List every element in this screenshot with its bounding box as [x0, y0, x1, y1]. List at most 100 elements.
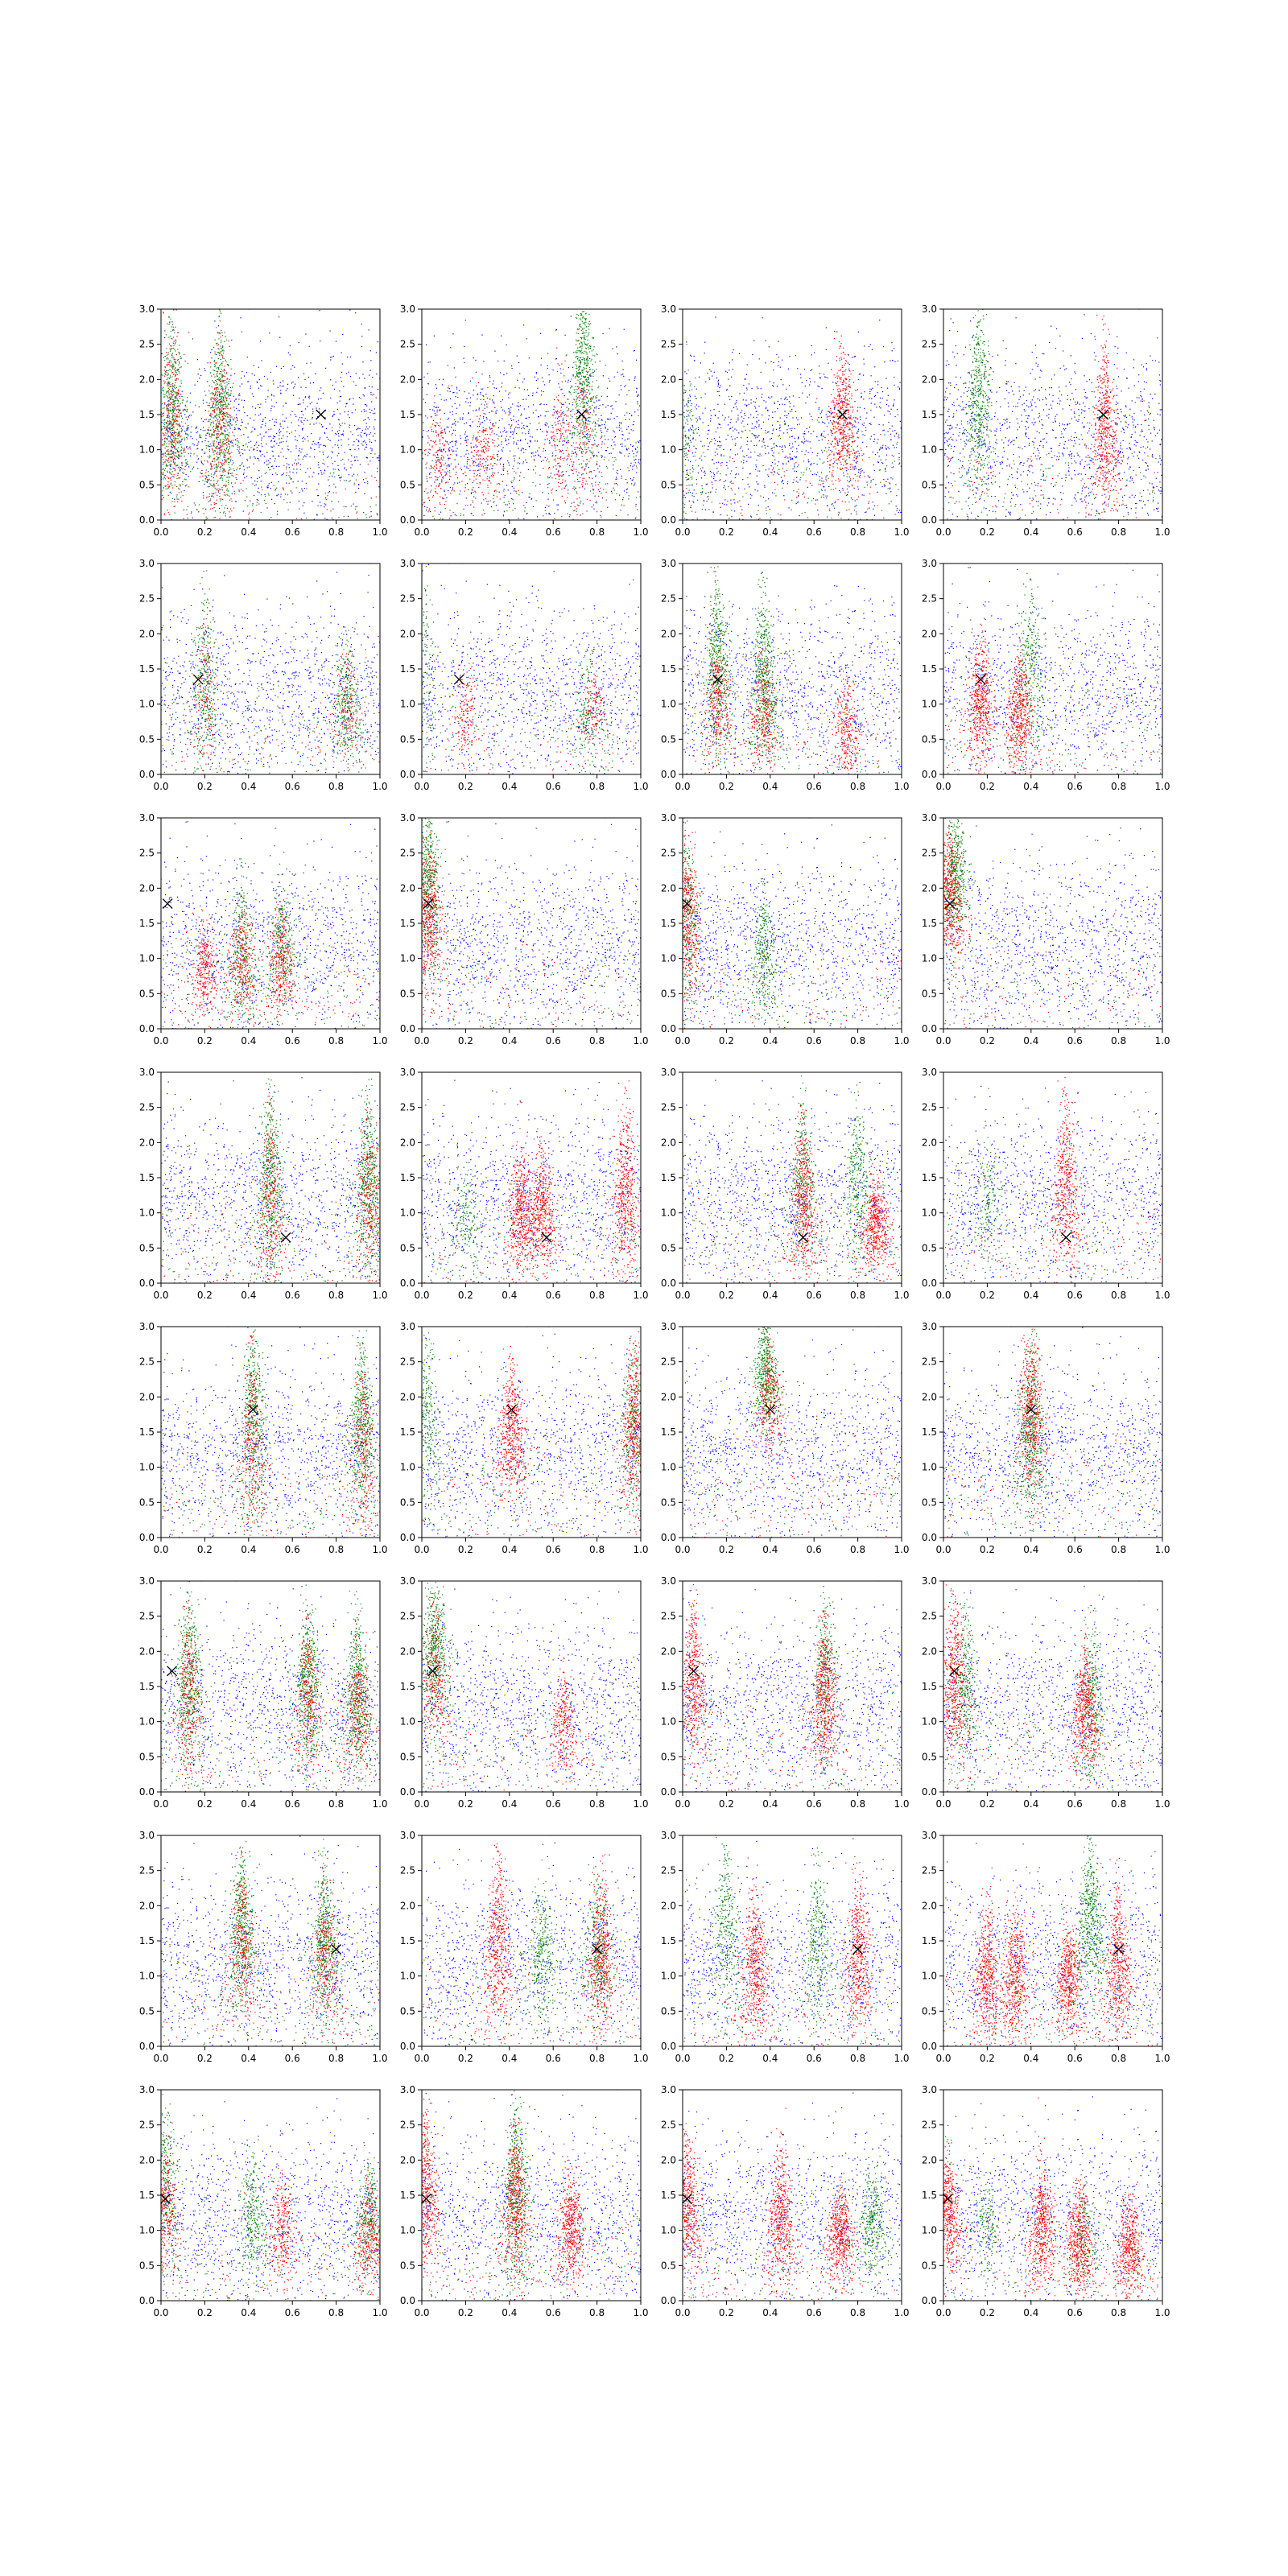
- scatter-point-red: [233, 491, 234, 492]
- scatter-point-red: [281, 438, 282, 439]
- scatter-point-green: [582, 321, 583, 322]
- scatter-point-green: [594, 346, 595, 347]
- scatter-point-green: [167, 460, 168, 461]
- scatter-point-green: [432, 516, 433, 517]
- scatter-point-blue: [191, 432, 192, 433]
- scatter-point-blue: [470, 443, 471, 444]
- scatter-point-red: [209, 434, 210, 435]
- scatter-point-green: [580, 363, 581, 364]
- y-tick-label: 0.5: [139, 479, 155, 490]
- scatter-point-green: [572, 432, 573, 433]
- scatter-point-blue: [364, 378, 365, 379]
- scatter-point-blue: [568, 380, 569, 381]
- scatter-point-green: [169, 454, 170, 455]
- scatter-point-green: [177, 429, 178, 430]
- scatter-point-blue: [186, 447, 187, 448]
- scatter-point-green: [181, 428, 182, 429]
- scatter-point-green: [238, 442, 239, 443]
- scatter-point-red: [166, 465, 167, 466]
- scatter-point-blue: [267, 485, 268, 486]
- scatter-point-green: [583, 333, 584, 334]
- scatter-point-green: [471, 458, 472, 459]
- scatter-point-red: [274, 485, 275, 486]
- scatter-point-red: [222, 465, 223, 466]
- scatter-point-red: [216, 476, 217, 477]
- scatter-point-green: [215, 420, 216, 421]
- scatter-point-red: [296, 464, 297, 465]
- scatter-point-green: [476, 452, 477, 453]
- scatter-point-green: [224, 439, 225, 440]
- scatter-point-green: [222, 453, 223, 454]
- scatter-point-green: [173, 412, 174, 413]
- scatter-point-blue: [530, 441, 531, 442]
- scatter-point-green: [585, 339, 586, 340]
- scatter-point-green: [577, 393, 578, 394]
- scatter-point-blue: [170, 492, 171, 493]
- scatter-point-blue: [374, 413, 375, 414]
- scatter-point-red: [174, 420, 175, 421]
- scatter-point-green: [169, 365, 170, 366]
- scatter-point-green: [376, 505, 377, 506]
- scatter-point-green: [589, 434, 590, 435]
- scatter-point-blue: [188, 416, 189, 417]
- scatter-point-green: [585, 297, 586, 298]
- scatter-point-red: [209, 496, 210, 497]
- scatter-point-blue: [367, 428, 368, 429]
- scatter-point-green: [514, 458, 515, 459]
- y-tick-label: 0.0: [139, 514, 155, 526]
- scatter-point-blue: [437, 479, 438, 480]
- scatter-point-green: [212, 392, 213, 393]
- scatter-point-blue: [507, 504, 508, 505]
- scatter-point-blue: [172, 476, 173, 477]
- scatter-point-blue: [327, 437, 328, 438]
- scatter-point-blue: [250, 441, 251, 442]
- scatter-point-green: [584, 324, 585, 325]
- scatter-point-red: [165, 486, 166, 487]
- scatter-point-green: [229, 453, 230, 454]
- scatter-point-blue: [361, 346, 362, 347]
- scatter-point-blue: [309, 396, 310, 397]
- scatter-point-green: [228, 480, 229, 481]
- scatter-point-green: [231, 440, 232, 441]
- scatter-point-red: [449, 470, 450, 471]
- scatter-point-blue: [214, 472, 215, 473]
- scatter-point-blue: [459, 390, 460, 391]
- scatter-point-blue: [366, 447, 367, 448]
- scatter-point-green: [584, 406, 585, 407]
- scatter-point-green: [592, 398, 593, 399]
- scatter-point-green: [209, 405, 210, 406]
- scatter-point-green: [586, 368, 587, 369]
- scatter-point-blue: [338, 447, 339, 448]
- scatter-point-red: [288, 475, 289, 476]
- scatter-point-blue: [485, 461, 486, 462]
- scatter-point-green: [570, 387, 571, 388]
- scatter-point-blue: [234, 427, 235, 428]
- scatter-point-blue: [197, 381, 198, 382]
- scatter-point-blue: [189, 415, 190, 416]
- scatter-point-red: [167, 390, 168, 391]
- scatter-point-blue: [302, 429, 303, 430]
- scatter-point-red: [217, 419, 218, 420]
- scatter-point-blue: [432, 410, 433, 411]
- scatter-point-blue: [599, 491, 600, 492]
- scatter-point-green: [589, 352, 590, 353]
- scatter-point-blue: [531, 499, 532, 500]
- scatter-point-green: [208, 421, 209, 422]
- scatter-point-blue: [233, 419, 234, 420]
- scatter-point-blue: [569, 516, 570, 517]
- scatter-point-blue: [502, 410, 503, 411]
- scatter-point-blue: [434, 481, 435, 482]
- scatter-point-green: [583, 323, 584, 324]
- scatter-point-blue: [237, 440, 238, 441]
- scatter-point-red: [181, 462, 182, 463]
- scatter-point-blue: [168, 427, 169, 428]
- scatter-point-blue: [549, 374, 550, 375]
- scatter-point-blue: [536, 372, 537, 373]
- scatter-point-blue: [340, 413, 341, 414]
- scatter-point-green: [216, 426, 217, 427]
- scatter-point-blue: [314, 443, 315, 444]
- scatter-point-red: [219, 408, 220, 409]
- scatter-point-blue: [511, 425, 512, 426]
- scatter-point-blue: [443, 449, 444, 450]
- scatter-point-green: [367, 483, 368, 484]
